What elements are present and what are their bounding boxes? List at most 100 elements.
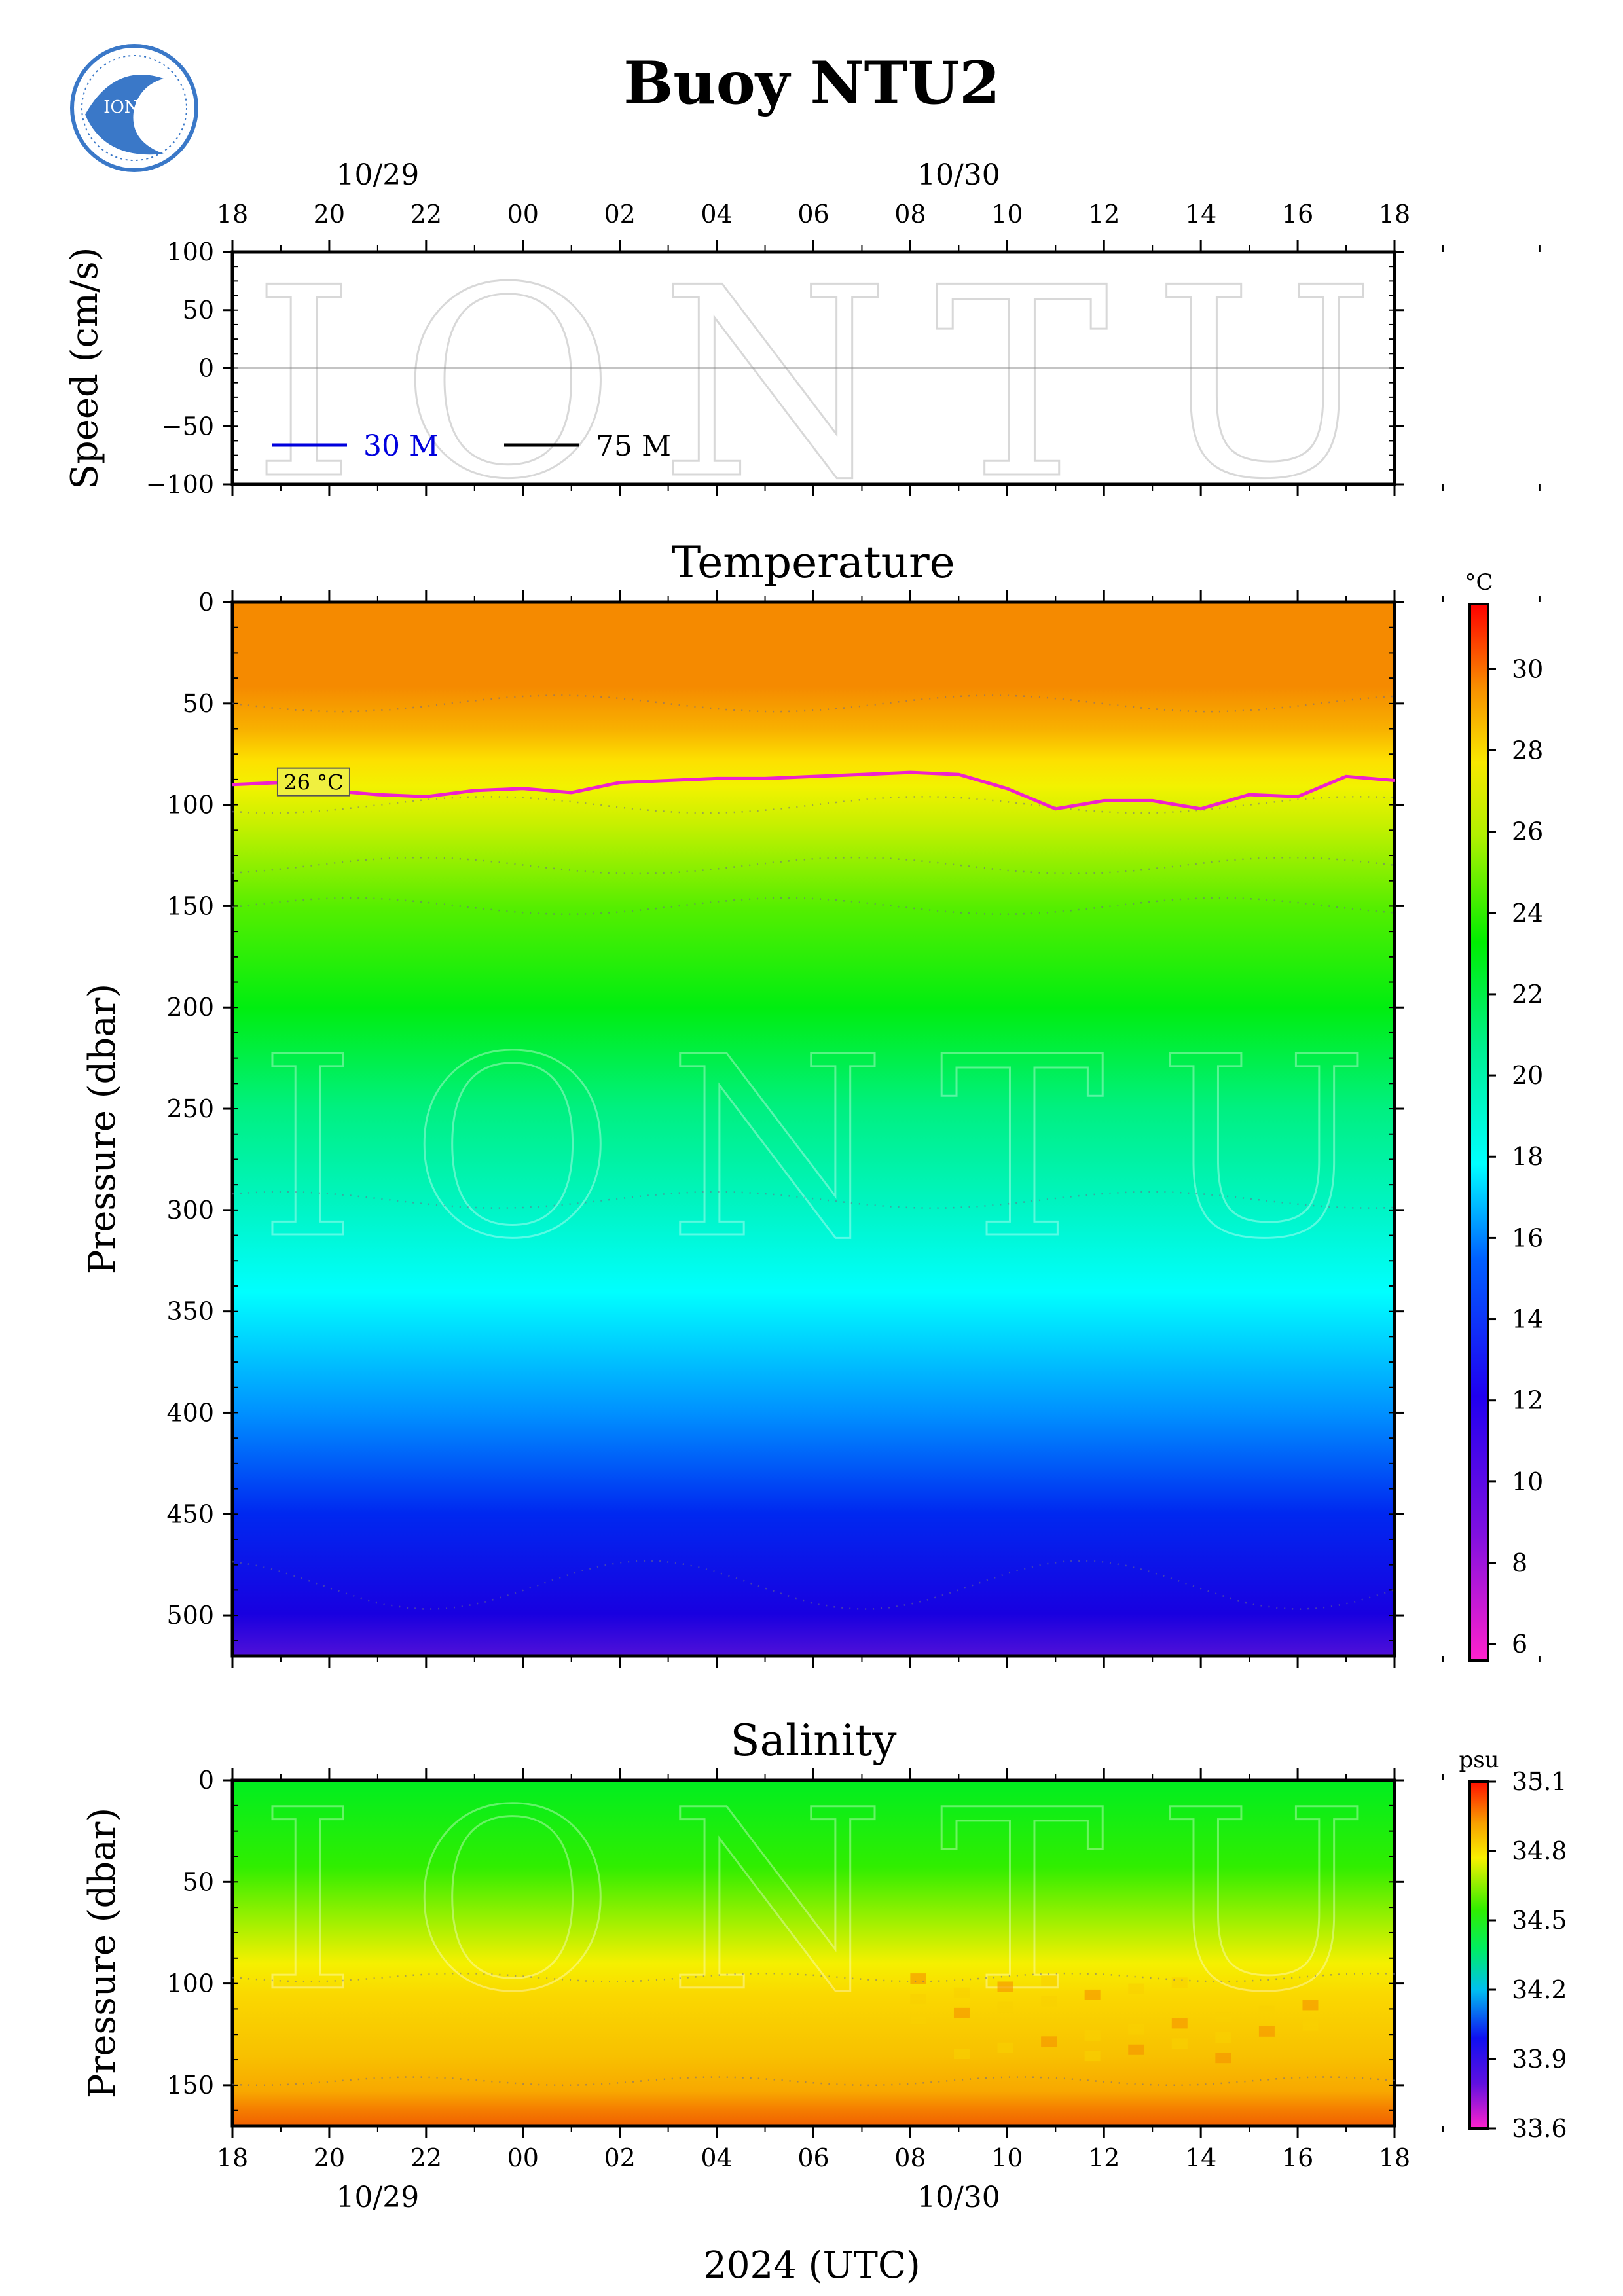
x-tick-label: 20 (314, 2144, 345, 2172)
x-tick-label: 06 (797, 2144, 829, 2172)
y-tick-label: 200 (166, 993, 214, 1022)
page-title: Buoy NTU2 (623, 48, 1000, 118)
x-tick-label: 22 (410, 200, 442, 228)
colorbar-tick-label: 18 (1512, 1142, 1543, 1171)
salinity-patch (1171, 1977, 1188, 1988)
x-tick-label: 12 (1088, 200, 1120, 228)
x-tick-label: 10 (991, 2144, 1023, 2172)
date-label: 10/30 (917, 158, 1000, 192)
x-tick-label: 18 (1379, 200, 1410, 228)
x-axis-label: 2024 (UTC) (703, 2244, 920, 2287)
colorbar-tick-label: 16 (1512, 1223, 1543, 1252)
salinity-patch (1041, 1975, 1057, 1986)
colorbar-tick-label: 24 (1512, 899, 1543, 927)
salinity-patch (910, 1973, 926, 1984)
y-axis-label: Pressure (dbar) (81, 984, 124, 1274)
colorbar-unit: psu (1459, 1747, 1499, 1773)
colorbar-tick-label: 14 (1512, 1305, 1543, 1334)
colorbar-tick-label: 34.5 (1512, 1906, 1567, 1935)
colorbar-tick-label: 10 (1512, 1467, 1543, 1496)
y-tick-label: −100 (146, 470, 214, 499)
logo-text: IONTU (103, 98, 165, 117)
salinity-patch (910, 2014, 926, 2025)
colorbar-tick-label: 28 (1512, 736, 1543, 764)
y-tick-label: 100 (166, 238, 214, 266)
y-tick-label: 50 (183, 689, 214, 718)
colorbar-tick-label: 34.8 (1512, 1837, 1567, 1865)
x-tick-label: 18 (217, 2144, 248, 2172)
x-tick-label: 04 (701, 200, 732, 228)
salinity-patch (997, 2001, 1013, 2013)
colorbar-tick-label: 8 (1512, 1549, 1527, 1577)
y-tick-label: 100 (166, 1969, 214, 1998)
salinity-patch (953, 1987, 970, 1998)
colorbar-tick-label: 22 (1512, 980, 1543, 1009)
x-tick-label: 16 (1282, 200, 1313, 228)
x-tick-label: 14 (1185, 200, 1216, 228)
temperature-panel: Temperature IONTU 0 50 100 150 200 250 300 350 400… (81, 537, 1543, 1668)
watermark: IONTU (259, 1003, 1368, 1293)
legend-label: 75 M (596, 429, 671, 463)
y-tick-label: −50 (162, 412, 214, 440)
x-tick-label: 02 (604, 2144, 635, 2172)
x-tick-label: 10 (991, 200, 1023, 228)
salinity-patch (1215, 2032, 1231, 2043)
x-tick-label: 16 (1282, 2144, 1313, 2172)
salinity-patch (1258, 2005, 1275, 2017)
colorbar-tick-label: 6 (1512, 1630, 1527, 1659)
bottom-time-axis: 18 20 22 00 02 04 06 08 10 12 14 16 18 10/29 10/30 (217, 2144, 1410, 2214)
x-tick-label: 04 (701, 2144, 732, 2172)
colorbar-unit: °C (1465, 569, 1493, 596)
x-tick-label: 22 (410, 2144, 442, 2172)
date-label: 10/29 (336, 2181, 419, 2214)
colorbar-tick-label: 33.6 (1512, 2114, 1567, 2143)
y-tick-label: 250 (166, 1094, 214, 1123)
salinity-patch (1215, 2012, 1231, 2023)
colorbar-tick-label: 30 (1512, 655, 1543, 683)
x-tick-label: 08 (894, 2144, 926, 2172)
y-tick-label: 400 (166, 1398, 214, 1427)
x-tick-label: 08 (894, 200, 926, 228)
salinity-patch (1258, 2026, 1275, 2037)
isotherm-label: 26 °C (283, 770, 343, 795)
x-tick-label: 18 (217, 200, 248, 228)
colorbar (1468, 603, 1489, 1662)
sensor-trace (232, 1972, 1395, 1982)
salinity-patch (1084, 2030, 1101, 2041)
y-tick-label: 100 (166, 791, 214, 819)
salinity-patch (953, 2007, 970, 2018)
panel-title: Temperature (672, 537, 955, 588)
salinity-patch (1302, 2000, 1319, 2011)
salinity-patch (1084, 1989, 1101, 2000)
colorbar-tick-label: 26 (1512, 817, 1543, 846)
salinity-patch (1128, 1983, 1144, 1994)
salinity-patch (1128, 2044, 1144, 2055)
x-tick-label: 00 (507, 200, 539, 228)
salinity-patch (910, 1994, 926, 2005)
colorbar-tick-label: 12 (1512, 1386, 1543, 1415)
y-axis-label: Pressure (dbar) (81, 1808, 124, 2098)
salinity-patch (1084, 2051, 1101, 2062)
x-tick-label: 20 (314, 200, 345, 228)
salinity-patch (1041, 1996, 1057, 2007)
x-tick-label: 06 (797, 200, 829, 228)
colorbar-tick-label: 35.1 (1512, 1767, 1567, 1796)
colorbar-tick-label: 34.2 (1512, 1975, 1567, 2004)
sensor-trace (232, 2076, 1395, 2087)
salinity-patch (997, 2042, 1013, 2053)
colorbar-tick-label: 20 (1512, 1061, 1543, 1090)
y-tick-label: 300 (166, 1196, 214, 1225)
x-tick-label: 14 (1185, 2144, 1216, 2172)
x-tick-label: 18 (1379, 2144, 1410, 2172)
legend-label: 30 M (363, 429, 439, 463)
y-tick-label: 350 (166, 1297, 214, 1326)
y-tick-label: 500 (166, 1601, 214, 1630)
salinity-patch (1302, 2020, 1319, 2031)
iontu-logo: IONTU (70, 44, 198, 172)
panel-title: Salinity (730, 1715, 897, 1766)
y-tick-label: 0 (198, 1766, 214, 1795)
y-tick-label: 150 (166, 2071, 214, 2100)
salinity-patch (1171, 2038, 1188, 2049)
